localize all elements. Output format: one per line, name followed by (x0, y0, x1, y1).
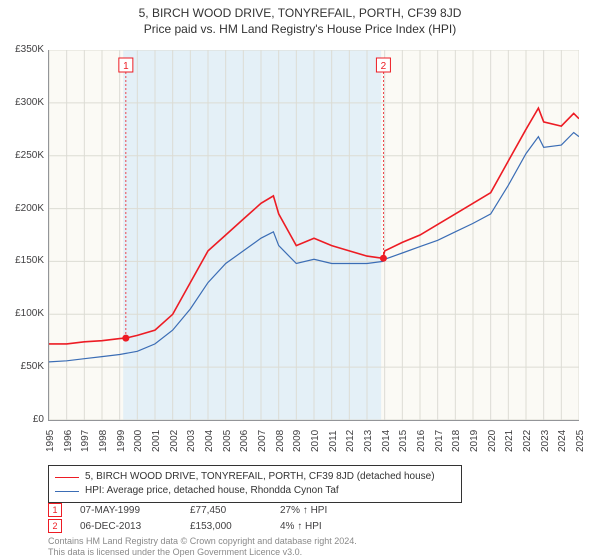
x-tick-label: 2000 (133, 430, 144, 452)
x-tick-label: 2021 (504, 430, 515, 452)
legend-row: 5, BIRCH WOOD DRIVE, TONYREFAIL, PORTH, … (55, 470, 455, 484)
x-tick-label: 2013 (363, 430, 374, 452)
sale-date: 06-DEC-2013 (80, 521, 190, 532)
legend-label-price: 5, BIRCH WOOD DRIVE, TONYREFAIL, PORTH, … (85, 470, 435, 484)
y-tick-label: £50K (4, 361, 44, 372)
x-tick-label: 2006 (239, 430, 250, 452)
sale-delta: 27% ↑ HPI (280, 505, 327, 516)
footer-attribution: Contains HM Land Registry data © Crown c… (48, 536, 357, 558)
svg-text:1: 1 (123, 61, 129, 72)
x-tick-label: 2005 (222, 430, 233, 452)
x-tick-label: 2003 (186, 430, 197, 452)
legend-swatch-hpi (55, 491, 79, 492)
sale-row-1: 1 07-MAY-1999 £77,450 27% ↑ HPI (48, 502, 327, 518)
x-tick-label: 2019 (469, 430, 480, 452)
sale-marker-icon: 2 (48, 519, 62, 533)
y-tick-label: £350K (4, 44, 44, 55)
x-tick-label: 2002 (169, 430, 180, 452)
sale-price: £77,450 (190, 505, 280, 516)
x-tick-label: 2010 (310, 430, 321, 452)
sale-marker-icon: 1 (48, 503, 62, 517)
sale-price: £153,000 (190, 521, 280, 532)
y-tick-label: £0 (4, 414, 44, 425)
x-tick-label: 2023 (540, 430, 551, 452)
x-tick-label: 1999 (116, 430, 127, 452)
x-tick-label: 2022 (522, 430, 533, 452)
x-tick-label: 2025 (575, 430, 586, 452)
x-tick-label: 2015 (398, 430, 409, 452)
sales-table: 1 07-MAY-1999 £77,450 27% ↑ HPI 2 06-DEC… (48, 502, 327, 534)
x-tick-label: 2017 (434, 430, 445, 452)
legend-swatch-price (55, 477, 79, 478)
plot-background: 12 (48, 50, 579, 421)
x-tick-label: 2020 (487, 430, 498, 452)
chart-area: 12 (48, 50, 578, 420)
x-tick-label: 2008 (275, 430, 286, 452)
sale-date: 07-MAY-1999 (80, 505, 190, 516)
x-tick-label: 2018 (451, 430, 462, 452)
x-tick-label: 2001 (151, 430, 162, 452)
x-tick-label: 2007 (257, 430, 268, 452)
footer-line: Contains HM Land Registry data © Crown c… (48, 536, 357, 547)
x-tick-label: 2024 (557, 430, 568, 452)
y-tick-label: £150K (4, 255, 44, 266)
sale-row-2: 2 06-DEC-2013 £153,000 4% ↑ HPI (48, 518, 327, 534)
sale-delta: 4% ↑ HPI (280, 521, 322, 532)
legend-row: HPI: Average price, detached house, Rhon… (55, 484, 455, 498)
y-tick-label: £250K (4, 150, 44, 161)
x-tick-label: 2016 (416, 430, 427, 452)
footer-line: This data is licensed under the Open Gov… (48, 547, 357, 558)
y-tick-label: £200K (4, 203, 44, 214)
legend-label-hpi: HPI: Average price, detached house, Rhon… (85, 484, 339, 498)
legend: 5, BIRCH WOOD DRIVE, TONYREFAIL, PORTH, … (48, 465, 462, 503)
x-tick-label: 2009 (292, 430, 303, 452)
svg-text:2: 2 (381, 61, 387, 72)
chart-svg: 12 (49, 50, 579, 420)
x-tick-label: 1996 (63, 430, 74, 452)
x-axis-labels: 1995 1996 1997 1998 1999 2000 2001 2002 2003 2004… (48, 422, 578, 462)
x-tick-label: 1998 (98, 430, 109, 452)
x-tick-label: 1995 (45, 430, 56, 452)
x-tick-label: 1997 (80, 430, 91, 452)
y-tick-label: £300K (4, 97, 44, 108)
y-tick-label: £100K (4, 308, 44, 319)
x-tick-label: 2004 (204, 430, 215, 452)
x-tick-label: 2014 (381, 430, 392, 452)
page-subtitle: Price paid vs. HM Land Registry's House … (0, 20, 600, 36)
x-tick-label: 2011 (328, 430, 339, 452)
page-title: 5, BIRCH WOOD DRIVE, TONYREFAIL, PORTH, … (0, 0, 600, 20)
x-tick-label: 2012 (345, 430, 356, 452)
